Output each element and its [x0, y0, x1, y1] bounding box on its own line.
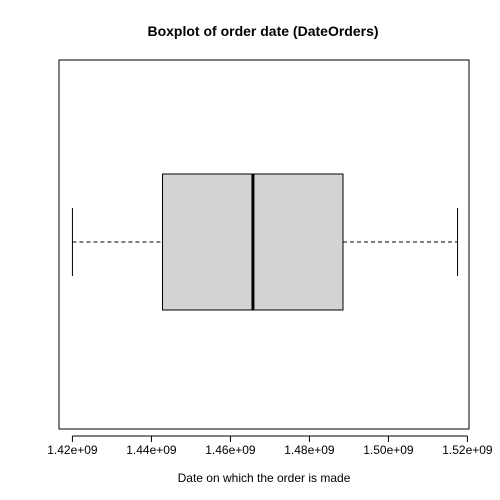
chart-title: Boxplot of order date (DateOrders)	[147, 23, 378, 39]
x-tick-label: 1.42e+09	[47, 443, 98, 457]
x-tick-label: 1.50e+09	[363, 443, 414, 457]
x-tick-label: 1.48e+09	[284, 443, 335, 457]
x-tick-label: 1.44e+09	[126, 443, 177, 457]
x-tick-label: 1.52e+09	[442, 443, 493, 457]
x-tick-label: 1.46e+09	[205, 443, 256, 457]
x-axis: 1.42e+09 1.44e+09 1.46e+09 1.48e+09 1.50e+09…	[47, 435, 493, 457]
x-axis-ticks: 1.42e+09 1.44e+09 1.46e+09 1.48e+09 1.50e+09…	[47, 436, 493, 457]
x-axis-label: Date on which the order is made	[178, 471, 351, 485]
box-group	[71, 173, 459, 311]
plot-frame	[58, 59, 470, 430]
